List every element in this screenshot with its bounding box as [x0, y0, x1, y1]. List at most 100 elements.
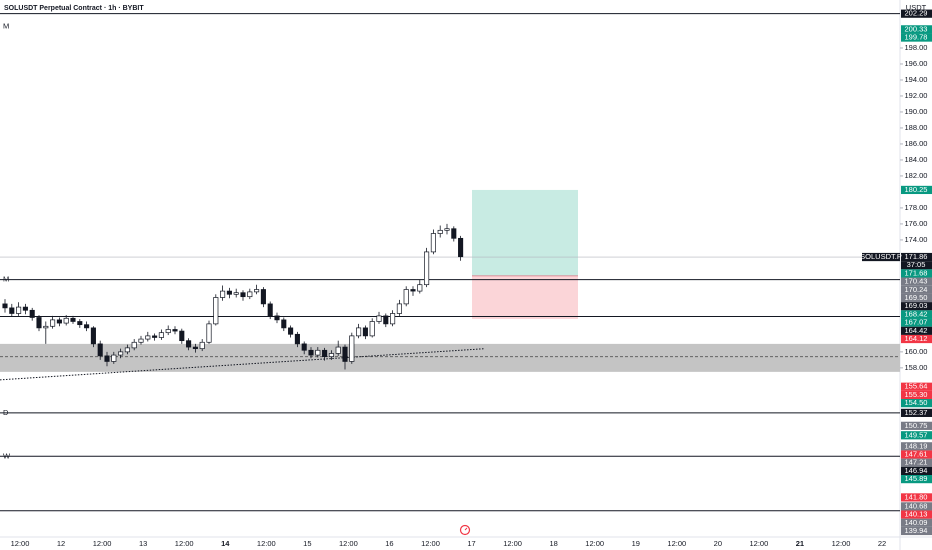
position-stop: [472, 275, 578, 319]
price-label-box: [901, 302, 932, 311]
chart-title: SOLUSDT Perpetual Contract · 1h · BYBIT: [4, 5, 144, 12]
y-tick-label: 190.00: [905, 107, 928, 116]
candle-body: [165, 329, 171, 334]
x-tick-label: 22: [878, 539, 886, 548]
candle-body: [43, 325, 49, 329]
price-label: 170.43: [905, 277, 928, 286]
price-label: 141.80: [905, 492, 928, 501]
price-label: 170.24: [905, 285, 928, 294]
price-label-box: [901, 458, 932, 467]
candle-body: [179, 330, 185, 342]
y-tick-label: 196.00: [905, 59, 928, 68]
x-tick-label: 12:00: [339, 539, 358, 548]
candle-body: [77, 321, 83, 326]
x-tick-label: 20: [714, 539, 722, 548]
price-label: 164.42: [905, 326, 928, 335]
x-tick-label: 18: [549, 539, 557, 548]
price-label: 164.12: [905, 334, 928, 343]
price-label-box: [901, 25, 932, 34]
candle-body: [16, 306, 22, 314]
candle-body: [451, 228, 457, 239]
level-label: M: [3, 275, 9, 284]
price-label: 155.64: [905, 382, 928, 391]
candle-body: [226, 290, 232, 295]
candle-body: [50, 319, 56, 327]
price-label-box: [901, 285, 932, 294]
zone: [0, 343, 900, 372]
candle-body: [376, 315, 382, 322]
candle-body: [145, 335, 151, 340]
candle-body: [199, 341, 205, 350]
candle-body: [362, 327, 368, 337]
price-label: 150.75: [905, 421, 928, 430]
price-label: 202.29: [905, 9, 928, 18]
countdown-box: [901, 261, 932, 270]
x-tick-label: 21: [796, 539, 804, 548]
candle-body: [274, 315, 280, 321]
y-tick-label: 174.00: [905, 235, 928, 244]
x-tick-label: 12:00: [750, 539, 769, 548]
x-tick-label: 12:00: [257, 539, 276, 548]
x-tick-label: 17: [467, 539, 475, 548]
price-label-box: [901, 399, 932, 408]
alert-icon[interactable]: [459, 524, 471, 536]
candle-body: [260, 289, 266, 305]
y-tick-label: 182.00: [905, 171, 928, 180]
candle-body: [417, 284, 423, 292]
candle-body: [131, 341, 137, 349]
price-label-box: [901, 185, 932, 195]
candle-body: [124, 347, 130, 353]
candle-body: [90, 327, 96, 345]
x-tick-label: 16: [385, 539, 393, 548]
price-label: 152.37: [905, 408, 928, 417]
x-tick-label: 12:00: [832, 539, 851, 548]
y-tick-label: 198.00: [905, 43, 928, 52]
candle-body: [206, 323, 212, 343]
price-label: 147.61: [905, 449, 928, 458]
price-label-box: [901, 408, 932, 417]
alert-icon-ring[interactable]: [459, 524, 471, 536]
candle-body: [172, 329, 178, 332]
candle-body: [186, 340, 192, 348]
price-label-box: [901, 318, 932, 327]
candle-body: [29, 309, 35, 318]
price-label-box: [901, 510, 932, 519]
price-label: 139.94: [905, 526, 928, 535]
x-tick-label: 12:00: [175, 539, 194, 548]
candle-body: [390, 313, 396, 325]
candle-body: [315, 349, 321, 356]
candle-body: [104, 355, 110, 362]
candle-body: [192, 346, 198, 350]
x-tick-label: 12:00: [11, 539, 30, 548]
alert-icon-hand[interactable]: [464, 527, 468, 531]
y-tick-label: 188.00: [905, 123, 928, 132]
y-tick-label: 194.00: [905, 75, 928, 84]
candle-body: [403, 289, 409, 305]
candle-body: [308, 349, 314, 356]
price-label: 180.25: [905, 185, 928, 194]
candle-body: [444, 228, 450, 231]
price-label: 169.50: [905, 293, 928, 302]
price-label: 200.33: [905, 24, 928, 33]
candle-body: [369, 321, 375, 337]
x-tick-label: 12:00: [667, 539, 686, 548]
price-label: 155.30: [905, 390, 928, 399]
candle-body: [233, 292, 239, 295]
candle-body: [437, 229, 443, 234]
candle-body: [63, 317, 69, 324]
y-tick-label: 158.00: [905, 363, 928, 372]
candle-body: [349, 335, 355, 362]
position-target: [472, 189, 578, 276]
candle-body: [267, 303, 273, 317]
candle-body: [2, 303, 8, 309]
x-tick-label: 12:00: [421, 539, 440, 548]
price-label: 140.09: [905, 518, 928, 527]
candle-body: [335, 346, 341, 354]
price-label-box: [901, 442, 932, 451]
candle-body: [328, 353, 334, 358]
candle-body: [56, 319, 62, 324]
y-tick-label: 178.00: [905, 203, 928, 212]
price-label-box: [901, 252, 932, 262]
y-tick-label: 176.00: [905, 219, 928, 228]
